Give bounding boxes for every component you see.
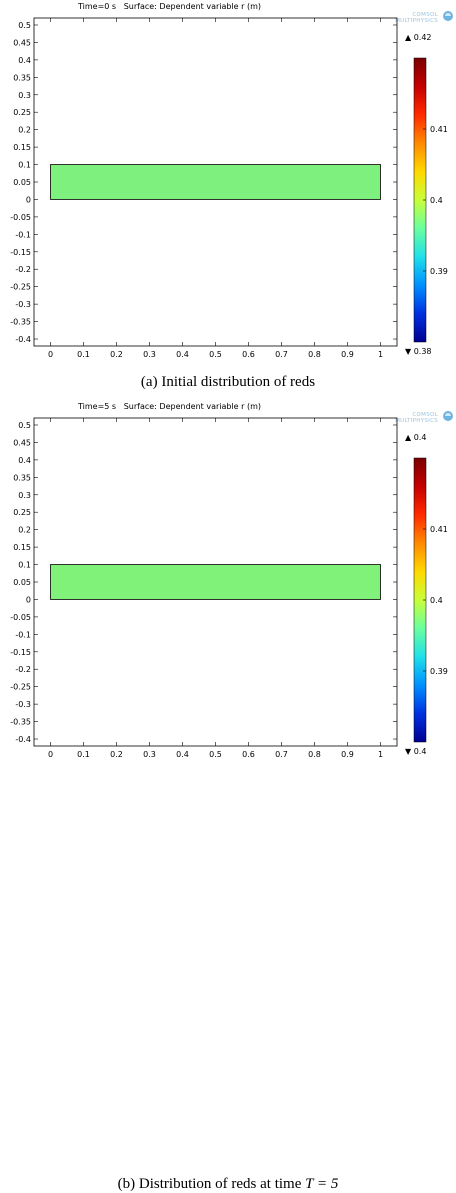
x-tick-label: 0 [48,350,53,359]
y-tick-label: -0.1 [15,230,31,239]
plot-title: Time=5 s Surface: Dependent variable r (… [78,402,262,411]
x-tick-label: 0.7 [275,350,288,359]
x-tick-label: 0.9 [341,350,354,359]
colorbar-tick-label: 0.4 [430,196,443,205]
x-tick-label: 0.8 [308,350,321,359]
domain-outline [50,164,381,200]
y-tick-label: -0.2 [15,665,31,674]
x-tick-label: 0.6 [242,350,255,359]
x-tick-label: 0.7 [275,750,288,759]
x-tick-label: 0.3 [143,350,156,359]
x-tick-label: 0.6 [242,750,255,759]
y-tick-label: 0.1 [18,161,31,170]
x-tick-label: 0 [48,750,53,759]
y-tick-label: 0.5 [18,21,31,30]
x-tick-label: 0.9 [341,750,354,759]
x-tick-label: 0.5 [209,750,222,759]
y-tick-label: 0.45 [13,38,31,47]
y-tick-label: 0.2 [18,526,31,535]
y-tick-label: -0.35 [10,318,31,327]
heatmap-plot: 0.5 0.45 0.4 0.35 0.3 0.25 0.2 0.15 0.1 0.05 0 -0.0… [10,417,448,759]
x-tick-label: 0.4 [176,750,189,759]
surface-field [50,164,381,200]
y-tick-label: 0.1 [18,561,31,570]
y-tick-label: -0.3 [15,700,31,709]
brand-line2: MULTIPHYSICS [395,418,438,424]
y-tick-label: 0 [26,195,31,204]
domain-outline [50,564,381,600]
y-tick-label: -0.15 [10,248,31,257]
y-tick-label: 0.4 [18,456,31,465]
y-tick-label: 0 [26,595,31,604]
heatmap-plot: 0.5 0.45 0.4 0.35 0.3 0.25 0.2 0.15 0.1 0.05 0 -0.0… [10,17,448,359]
y-tick-label: 0.05 [13,178,31,187]
colorbar-min-label: ▼ 0.38 [405,347,432,356]
y-tick-label: 0.3 [18,491,31,500]
surface-field [50,564,381,600]
x-tick-label: 0.4 [176,350,189,359]
colorbar-tick-label: 0.39 [430,667,448,676]
y-tick-label: -0.1 [15,630,31,639]
x-tick-label: 0.3 [143,750,156,759]
comsol-logo-icon [443,411,453,421]
y-tick-label: -0.35 [10,718,31,727]
y-tick-label: -0.25 [10,683,31,692]
y-tick-label: 0.4 [18,56,31,65]
x-tick-label: 0.2 [110,350,123,359]
caption-math: T = 5 [305,1176,339,1192]
figure-panel-a: Time=0 s Surface: Dependent variable r (… [0,0,456,390]
figure-caption: (a) Initial distribution of reds [140,374,316,390]
y-tick-label: 0.15 [13,543,31,552]
y-tick-label: 0.25 [13,508,31,517]
surface-field-fill [50,564,381,600]
x-tick-label: 1 [378,350,383,359]
y-tick-label: 0.15 [13,143,31,152]
figure-caption: (b) Distribution of reds at time T = 5 [0,1176,456,1193]
y-tick-label: 0.35 [13,73,31,82]
y-tick-label: -0.15 [10,648,31,657]
x-tick-label: 1 [378,750,383,759]
comsol-logo: COMSOL MULTIPHYSICS [395,12,438,24]
colorbar-tick-label: 0.39 [430,267,448,276]
x-tick-label: 0.1 [77,350,90,359]
comsol-logo: COMSOL MULTIPHYSICS [395,412,438,424]
figure-panel-b: Time=5 s Surface: Dependent variable r (… [0,400,456,1192]
comsol-logo-icon [443,11,453,21]
colorbar-max-label: ▲ 0.4 [405,433,426,442]
y-tick-label: 0.45 [13,438,31,447]
colorbar-min-label: ▼ 0.4 [405,747,426,756]
y-tick-label: -0.3 [15,300,31,309]
y-tick-label: -0.25 [10,283,31,292]
y-tick-label: -0.05 [10,613,31,622]
y-tick-label: -0.05 [10,213,31,222]
high-value-region [50,177,381,200]
colorbar-tick-label: 0.4 [430,596,443,605]
brand-line1: COMSOL [412,12,438,18]
x-tick-label: 0.2 [110,750,123,759]
x-tick-label: 0.5 [209,350,222,359]
y-tick-label: 0.3 [18,91,31,100]
brand-line2: MULTIPHYSICS [395,18,438,24]
y-tick-label: 0.25 [13,108,31,117]
colorbar-tick-label: 0.41 [430,125,448,134]
brand-line1: COMSOL [412,412,438,418]
caption-text: (b) Distribution of reds at time [117,1176,306,1192]
x-tick-label: 0.8 [308,750,321,759]
x-tick-label: 0.1 [77,750,90,759]
y-tick-label: -0.4 [15,335,31,344]
plot-title: Time=0 s Surface: Dependent variable r (… [78,2,262,11]
y-tick-label: -0.4 [15,735,31,744]
y-tick-label: 0.05 [13,578,31,587]
y-tick-label: 0.2 [18,126,31,135]
y-tick-label: 0.35 [13,473,31,482]
y-tick-label: 0.5 [18,421,31,430]
colorbar-tick-label: 0.41 [430,525,448,534]
colorbar-max-label: ▲ 0.42 [405,33,432,42]
y-tick-label: -0.2 [15,265,31,274]
